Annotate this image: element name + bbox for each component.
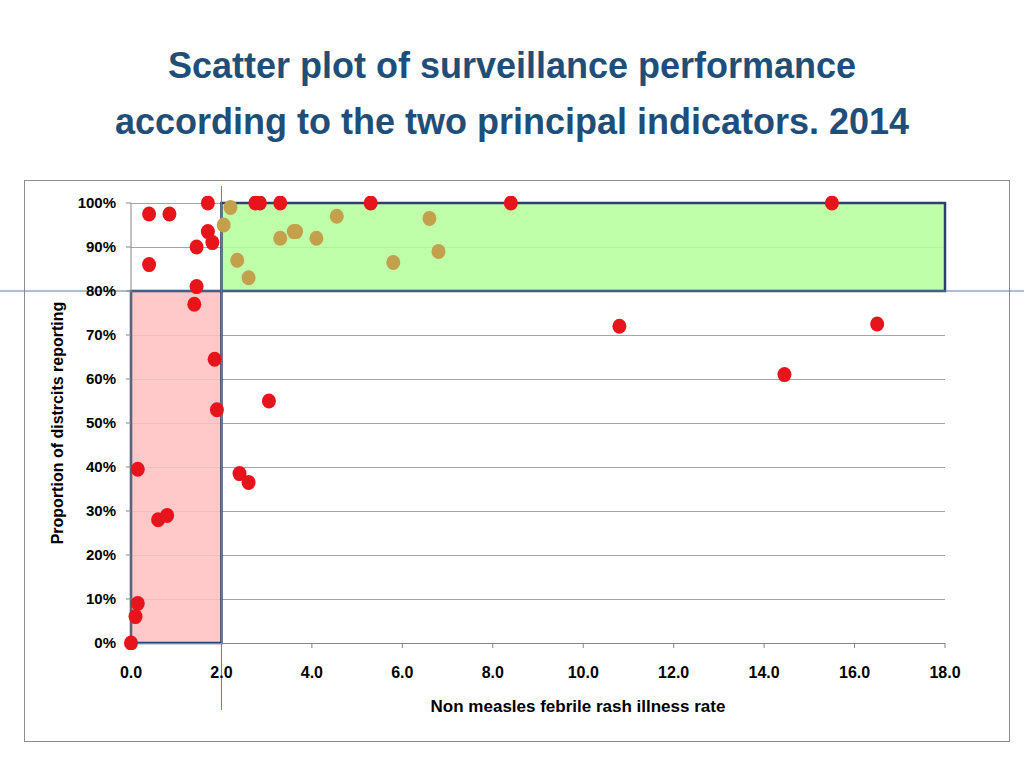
regions xyxy=(131,203,945,643)
point xyxy=(289,224,303,239)
point xyxy=(187,297,201,312)
y-tick-label: 90% xyxy=(86,238,116,255)
x-tick xyxy=(311,643,312,648)
x-tick xyxy=(673,643,674,648)
y-tick xyxy=(126,203,131,204)
y-tick xyxy=(126,247,131,248)
title: Scatter plot of surveillance performance xyxy=(168,45,856,86)
points xyxy=(124,196,884,650)
chart-frame xyxy=(25,181,1010,742)
point xyxy=(386,255,400,270)
point xyxy=(142,207,156,222)
x-tick-label: 12.0 xyxy=(658,664,689,681)
x-tick-label: 10.0 xyxy=(568,664,599,681)
point xyxy=(309,231,323,246)
point xyxy=(777,367,791,382)
grid-line xyxy=(131,379,945,380)
point xyxy=(160,508,174,523)
chart: Scatter plot of surveillance performance… xyxy=(0,0,1024,768)
y-tick-label: 0% xyxy=(94,634,116,651)
point xyxy=(190,279,204,294)
point xyxy=(217,218,231,233)
y-tick-label: 40% xyxy=(86,458,116,475)
y-tick xyxy=(126,291,131,292)
y-tick-label: 20% xyxy=(86,546,116,563)
point xyxy=(242,475,256,490)
point xyxy=(210,402,224,417)
point xyxy=(870,317,884,332)
point xyxy=(205,235,219,250)
point xyxy=(242,270,256,285)
x-tick-label: 6.0 xyxy=(391,664,413,681)
x-tick xyxy=(854,643,855,648)
y-axis-label: Proportion of distrcits reporting xyxy=(49,302,66,545)
region xyxy=(131,291,221,643)
point xyxy=(422,211,436,226)
grid-line xyxy=(131,555,945,556)
point xyxy=(131,462,145,477)
x-tick xyxy=(764,643,765,648)
point xyxy=(129,609,143,624)
point xyxy=(612,319,626,334)
grid-line xyxy=(131,643,945,644)
threshold-line xyxy=(221,186,222,710)
x-axis xyxy=(131,643,945,644)
point xyxy=(364,196,378,211)
grid-line xyxy=(131,511,945,512)
x-tick xyxy=(945,643,946,648)
y-tick xyxy=(126,511,131,512)
point xyxy=(273,196,287,211)
x-tick-label: 2.0 xyxy=(210,664,232,681)
y-tick-label: 10% xyxy=(86,590,116,607)
y-tick xyxy=(126,423,131,424)
point xyxy=(432,244,446,259)
point xyxy=(825,196,839,211)
point xyxy=(230,253,244,268)
point xyxy=(142,257,156,272)
x-axis-label: Non measles febrile rash illness rate xyxy=(431,697,726,716)
y-tick-label: 80% xyxy=(86,282,116,299)
grid-line xyxy=(131,423,945,424)
x-tick-label: 8.0 xyxy=(482,664,504,681)
point xyxy=(208,352,222,367)
point xyxy=(201,196,215,211)
title: according to the two principal indicator… xyxy=(115,101,909,142)
y-tick xyxy=(126,335,131,336)
x-tick-label: 4.0 xyxy=(301,664,323,681)
y-tick-label: 50% xyxy=(86,414,116,431)
y-tick-label: 70% xyxy=(86,326,116,343)
x-tick-label: 14.0 xyxy=(749,664,780,681)
point xyxy=(273,231,287,246)
point xyxy=(131,596,145,611)
point xyxy=(190,240,204,255)
grid-line xyxy=(131,467,945,468)
x-tick xyxy=(583,643,584,648)
x-tick-label: 18.0 xyxy=(929,664,960,681)
point xyxy=(253,196,267,211)
y-tick xyxy=(126,379,131,380)
point xyxy=(124,636,138,651)
y-tick xyxy=(126,599,131,600)
grid-line xyxy=(131,335,945,336)
point xyxy=(330,209,344,224)
point xyxy=(504,196,518,211)
point xyxy=(162,207,176,222)
point xyxy=(223,200,237,215)
y-tick-label: 60% xyxy=(86,370,116,387)
grid-line xyxy=(131,599,945,600)
y-tick xyxy=(126,467,131,468)
x-tick xyxy=(221,643,222,648)
x-tick-label: 0.0 xyxy=(120,664,142,681)
x-tick xyxy=(402,643,403,648)
point xyxy=(262,394,276,409)
y-tick-label: 100% xyxy=(78,194,116,211)
y-tick-label: 30% xyxy=(86,502,116,519)
y-tick xyxy=(126,555,131,556)
x-tick xyxy=(492,643,493,648)
x-tick-label: 16.0 xyxy=(839,664,870,681)
region xyxy=(221,203,945,291)
threshold-line xyxy=(0,291,1024,292)
